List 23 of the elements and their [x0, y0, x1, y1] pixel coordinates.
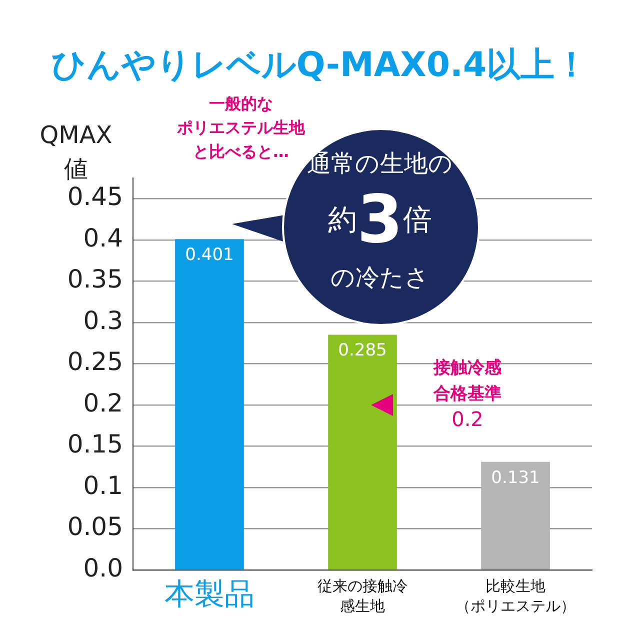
x-tick-label: 本製品 — [164, 577, 254, 612]
y-tick-label: 0.35 — [67, 264, 123, 294]
data-label: 0.131 — [491, 468, 540, 488]
data-label: 0.401 — [185, 244, 234, 265]
y-tick-label: 0.2 — [83, 388, 123, 418]
y-tick-label: 0.15 — [67, 430, 123, 459]
y-tick-label: 0.4 — [83, 223, 123, 252]
chart-title: ひんやりレベルQ-MAX0.4以上！ — [50, 44, 590, 87]
y-tick-label: 0.1 — [83, 470, 123, 500]
category-label: 従来の接触冷感生地 — [318, 577, 408, 615]
data-label: 0.285 — [338, 340, 387, 361]
y-axis-title: QMAX値 — [40, 120, 112, 185]
text: 一般的なポリエステル生地と比べると… — [177, 94, 305, 161]
bar — [481, 462, 550, 570]
bar — [175, 239, 244, 570]
annotation: 接触冷感合格基準0.2 — [432, 356, 502, 431]
y-tick-label: 0.25 — [67, 347, 123, 376]
y-tick-label: 0.45 — [67, 182, 123, 212]
y-tick-label: 0.0 — [83, 554, 123, 582]
bar — [328, 334, 397, 570]
x-tick-label: 比較生地（ポリエステル） — [456, 576, 576, 616]
y-tick-label: 0.05 — [67, 512, 123, 542]
y-tick-label: 0.3 — [83, 306, 123, 335]
